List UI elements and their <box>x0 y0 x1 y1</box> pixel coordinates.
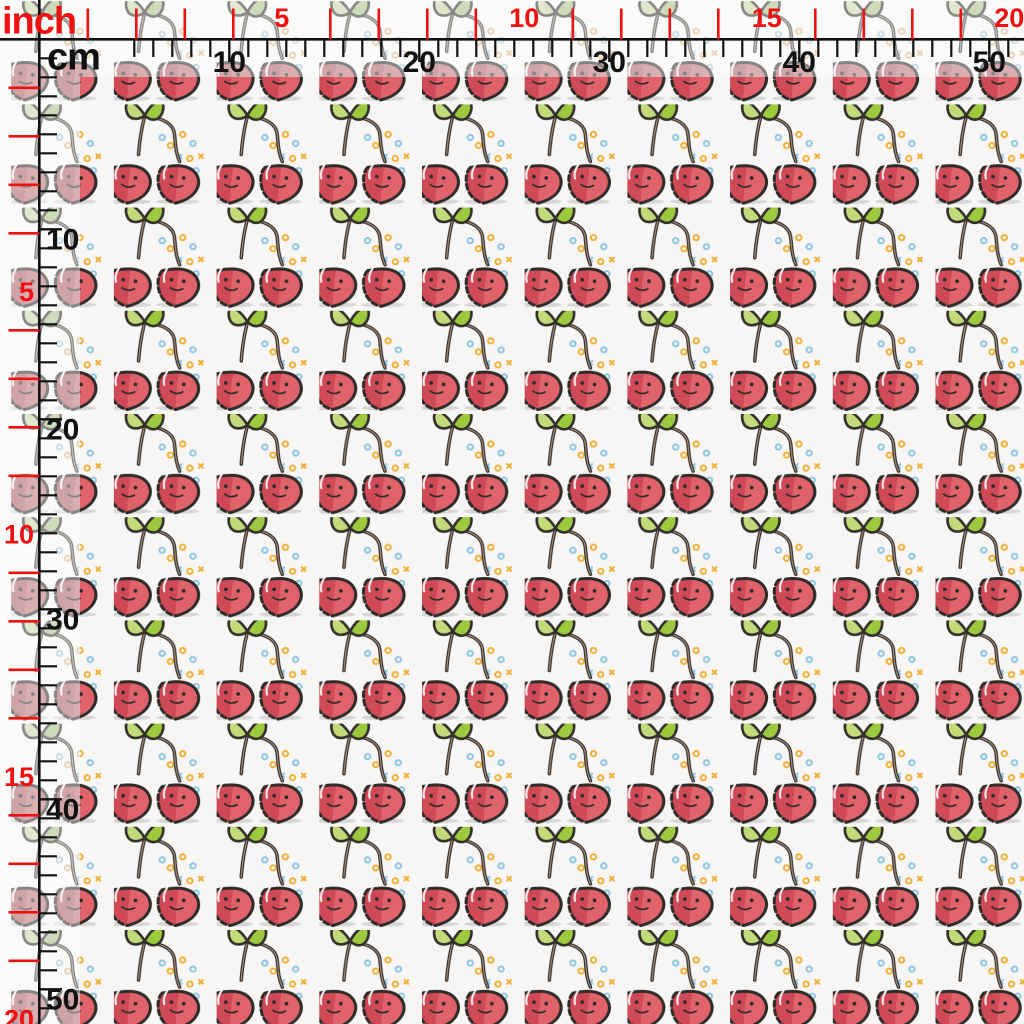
svg-text:40: 40 <box>46 793 79 826</box>
svg-text:50: 50 <box>46 983 79 1016</box>
svg-text:20: 20 <box>994 3 1024 33</box>
svg-text:15: 15 <box>4 762 34 792</box>
svg-text:10: 10 <box>4 519 34 549</box>
svg-text:30: 30 <box>593 46 626 79</box>
svg-text:20: 20 <box>46 413 79 446</box>
svg-text:20: 20 <box>403 46 436 79</box>
svg-text:15: 15 <box>752 3 782 33</box>
svg-text:30: 30 <box>46 603 79 636</box>
svg-text:5: 5 <box>19 277 34 307</box>
svg-text:10: 10 <box>213 46 246 79</box>
svg-text:20: 20 <box>4 1004 34 1024</box>
svg-text:5: 5 <box>274 3 289 33</box>
svg-text:10: 10 <box>46 223 79 256</box>
svg-text:10: 10 <box>509 3 539 33</box>
svg-text:50: 50 <box>973 46 1006 79</box>
svg-text:40: 40 <box>783 46 816 79</box>
